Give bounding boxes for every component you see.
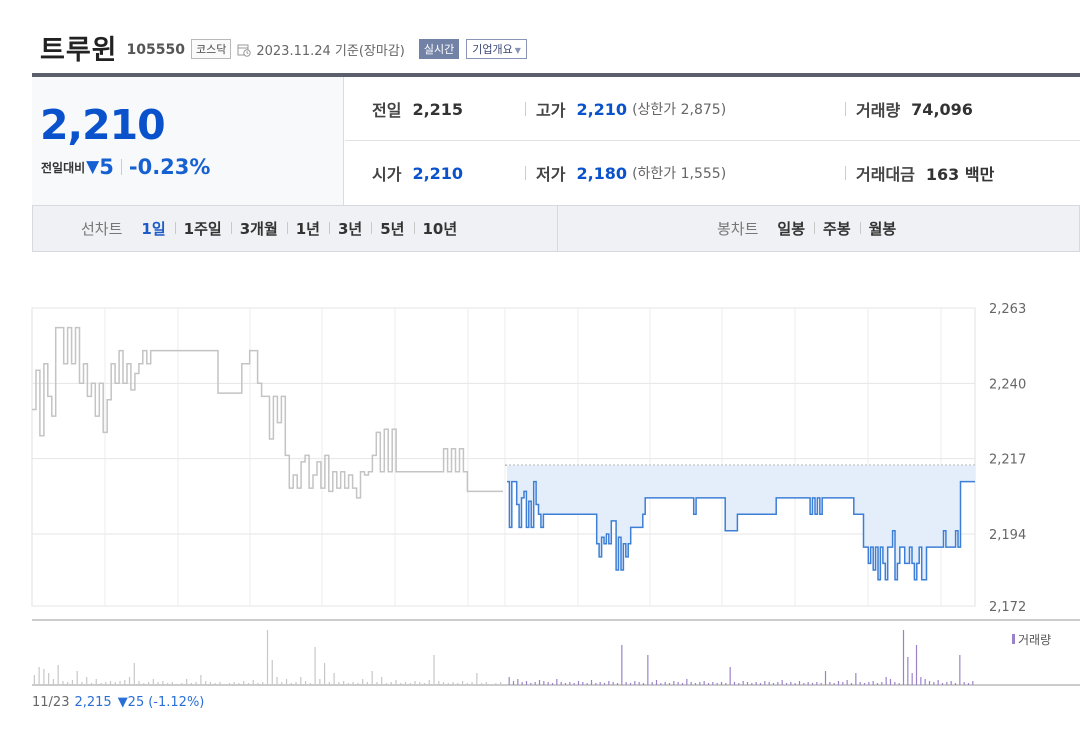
- stock-header: 트루윈 105550 코스닥 2023.11.24 기준(장마감) 실시간 기업…: [40, 30, 527, 66]
- diff-separator: [120, 159, 122, 175]
- stat-amount: 거래대금 163 백만: [845, 141, 994, 205]
- stats-row-1: 전일 2,215 고가 2,210 (상한가 2,875) 거래량 74,096: [345, 77, 1080, 141]
- y-tick-label: 2,172: [989, 600, 1026, 615]
- plot-frame: [31, 307, 976, 607]
- stat-value: 2,210: [576, 99, 628, 119]
- y-tick-label: 2,194: [989, 528, 1026, 543]
- chart-tabs-bar: 선차트 1일 1주일 3개월 1년 3년 5년 10년 봉차트 일봉 주봉 월봉: [32, 205, 1080, 252]
- stat-value: 163 백만: [925, 165, 995, 184]
- prev-day-change-pct: (-1.12%): [148, 695, 205, 710]
- y-tick-label: 2,240: [989, 377, 1026, 392]
- company-info-dropdown[interactable]: 기업개요 ▼: [466, 39, 527, 59]
- series-line-today: [507, 480, 975, 581]
- diff-value: 5: [99, 155, 114, 179]
- stat-separator: [525, 166, 526, 180]
- tab-10y[interactable]: 10년: [413, 218, 467, 239]
- tab-1y[interactable]: 1년: [286, 218, 329, 239]
- current-price: 2,210: [40, 101, 166, 149]
- prev-day-change: ▼25: [117, 695, 145, 710]
- tabs-divider: [557, 206, 558, 251]
- candle-chart-tabs: 봉차트 일봉 주봉 월봉: [717, 206, 905, 251]
- stat-label: 저가: [536, 165, 566, 184]
- chevron-down-icon: ▼: [514, 46, 521, 55]
- market-badge: 코스닥: [190, 39, 232, 59]
- upper-limit: (상한가 2,875): [632, 102, 727, 118]
- prev-day-summary: 11/23 2,215 ▼25 (-1.12%): [32, 695, 204, 710]
- tab-1w[interactable]: 1주일: [174, 218, 231, 239]
- line-chart-tabs: 선차트 1일 1주일 3개월 1년 3년 5년 10년: [81, 206, 466, 251]
- stat-separator: [845, 166, 846, 180]
- as-of-text: 2023.11.24 기준(장마감): [256, 44, 405, 59]
- series-area-today: [507, 465, 975, 580]
- stat-label: 전일: [372, 101, 402, 120]
- stat-volume: 거래량 74,096: [845, 77, 973, 141]
- diff-percent: -0.23%: [128, 155, 211, 179]
- tab-daily-candle[interactable]: 일봉: [777, 220, 806, 238]
- price-change-row: 전일대비 ▼ 5 -0.23%: [41, 155, 210, 179]
- stock-code: 105550: [126, 42, 185, 58]
- lower-limit: (하한가 1,555): [632, 166, 727, 182]
- stats-grid: 전일 2,215 고가 2,210 (상한가 2,875) 거래량 74,096…: [345, 77, 1080, 205]
- volume-legend-swatch: [1012, 634, 1015, 644]
- volume-legend-label: 거래량: [1018, 633, 1051, 647]
- tab-3m[interactable]: 3개월: [230, 218, 287, 239]
- stat-value: 74,096: [911, 99, 973, 119]
- tab-3y[interactable]: 3년: [329, 218, 371, 239]
- tab-monthly-candle[interactable]: 월봉: [859, 218, 906, 239]
- tab-weekly-candle[interactable]: 주봉: [814, 218, 860, 239]
- stat-open: 시가 2,210: [372, 141, 463, 205]
- price-panel: 2,210 전일대비 ▼ 5 -0.23%: [32, 77, 344, 205]
- stat-high: 고가 2,210 (상한가 2,875): [525, 77, 726, 141]
- stat-label: 거래대금: [856, 165, 915, 184]
- stock-name: 트루윈: [40, 34, 118, 66]
- stat-label: 거래량: [856, 101, 901, 120]
- stat-prev-close: 전일 2,215: [372, 77, 463, 141]
- candle-chart-title: 봉차트: [717, 220, 759, 238]
- company-info-label: 기업개요: [472, 43, 513, 56]
- tab-5y[interactable]: 5년: [371, 218, 413, 239]
- line-chart-title: 선차트: [81, 220, 123, 238]
- calendar-clock-icon: [237, 44, 252, 57]
- y-tick-label: 2,263: [989, 302, 1026, 317]
- prev-day-date: 11/23: [32, 695, 70, 710]
- y-tick-label: 2,217: [989, 453, 1026, 468]
- stat-value: 2,180: [576, 163, 628, 183]
- stat-label: 시가: [372, 165, 402, 184]
- prev-day-price: 2,215: [74, 695, 112, 710]
- header-divider: [32, 73, 1080, 77]
- diff-label: 전일대비: [41, 160, 86, 175]
- stat-label: 고가: [536, 101, 566, 120]
- stat-low: 저가 2,180 (하한가 1,555): [525, 141, 726, 205]
- realtime-button[interactable]: 실시간: [418, 39, 460, 59]
- tab-1d[interactable]: 1일: [141, 220, 166, 238]
- series-line-prev-day: [32, 326, 503, 499]
- stat-separator: [525, 102, 526, 116]
- stat-separator: [845, 102, 846, 116]
- price-chart: 2,2632,2402,2172,1942,172거래량11/2410:0011…: [31, 302, 1080, 686]
- stats-row-2: 시가 2,210 저가 2,180 (하한가 1,555) 거래대금 163 백…: [345, 141, 1080, 205]
- down-arrow-icon: ▼: [86, 157, 100, 177]
- stat-value: 2,210: [412, 163, 464, 183]
- stat-value: 2,215: [412, 99, 464, 119]
